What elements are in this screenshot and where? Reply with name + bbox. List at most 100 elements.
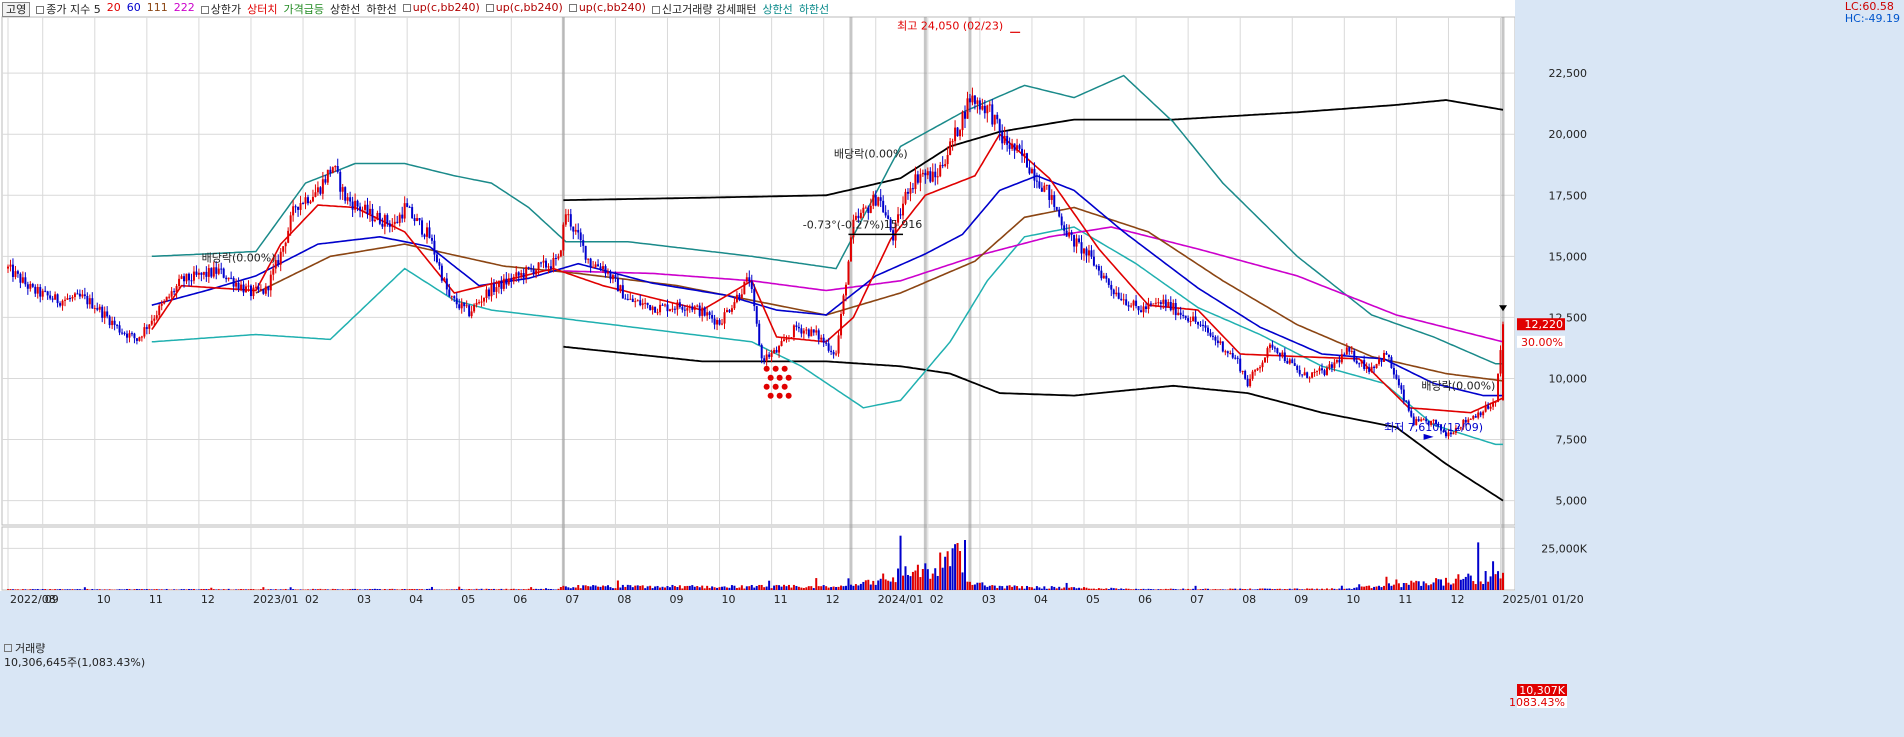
candle-body bbox=[1045, 184, 1048, 186]
legend-item-label: 20 bbox=[106, 1, 121, 14]
candle-body bbox=[1120, 298, 1123, 300]
candle-body bbox=[64, 299, 67, 301]
volume-bar bbox=[341, 589, 344, 590]
volume-bar bbox=[1378, 585, 1381, 590]
volume-bar bbox=[1380, 587, 1383, 590]
volume-bar bbox=[240, 589, 243, 590]
volume-bar bbox=[1484, 571, 1487, 590]
candle-body bbox=[282, 246, 285, 252]
candle-body bbox=[230, 277, 233, 279]
legend-item[interactable]: 222 bbox=[174, 1, 195, 17]
volume-bar bbox=[1132, 589, 1135, 590]
volume-bar bbox=[1489, 576, 1492, 590]
candle-body bbox=[1035, 180, 1038, 182]
volume-bar bbox=[401, 589, 404, 590]
legend-item[interactable]: 종가 지수 5 bbox=[36, 1, 101, 17]
volume-bar bbox=[1358, 584, 1361, 590]
legend-checkbox-icon[interactable] bbox=[568, 4, 577, 12]
legend-checkbox-icon[interactable] bbox=[36, 6, 45, 14]
volume-bar bbox=[284, 588, 287, 590]
volume-bar bbox=[624, 586, 627, 590]
candle-body bbox=[673, 308, 676, 310]
candle-body bbox=[1281, 352, 1284, 357]
volume-bar bbox=[510, 588, 513, 590]
candle-body bbox=[716, 320, 719, 325]
volume-bar bbox=[1254, 589, 1257, 590]
candle-body bbox=[1055, 206, 1058, 210]
candle-body bbox=[651, 306, 654, 311]
legend-item[interactable]: 상한선 bbox=[330, 1, 360, 17]
candle-body bbox=[790, 337, 793, 339]
candle-body bbox=[1410, 410, 1413, 417]
candle-body bbox=[1159, 302, 1162, 304]
candle-body bbox=[487, 289, 490, 297]
candle-body bbox=[626, 298, 629, 300]
ma111-line bbox=[255, 206, 1504, 382]
legend-item[interactable]: up(c,bb240) bbox=[402, 1, 480, 17]
candle-body bbox=[1018, 145, 1021, 149]
legend-item[interactable]: 하한선 bbox=[799, 1, 829, 17]
candle-body bbox=[827, 343, 830, 351]
volume-bar bbox=[911, 571, 914, 590]
volume-bar bbox=[659, 587, 662, 590]
time-tick-label: 2022/08 bbox=[10, 593, 56, 606]
volume-bar bbox=[91, 589, 94, 590]
stock-name[interactable]: 고영 bbox=[2, 1, 31, 17]
candle-body bbox=[847, 261, 850, 285]
candle-body bbox=[145, 327, 148, 329]
volume-bar bbox=[1241, 588, 1244, 590]
candle-body bbox=[1355, 360, 1358, 364]
candle-body bbox=[587, 258, 590, 260]
legend-checkbox-icon[interactable] bbox=[651, 6, 660, 14]
volume-bar bbox=[1216, 589, 1219, 590]
volume-bar bbox=[1174, 589, 1177, 590]
candle-body bbox=[1380, 359, 1383, 362]
volume-bar bbox=[661, 586, 664, 590]
legend-checkbox-icon[interactable] bbox=[200, 6, 209, 14]
volume-bar bbox=[51, 589, 54, 590]
candle-body bbox=[631, 298, 634, 302]
candle-body bbox=[88, 298, 91, 305]
legend-item[interactable]: 신고거래량 강세패턴 bbox=[651, 1, 756, 17]
candle-body bbox=[1189, 321, 1192, 323]
legend-item[interactable]: 상한가 bbox=[200, 1, 241, 17]
volume-bar bbox=[1003, 588, 1006, 590]
legend-item[interactable]: 60 bbox=[127, 1, 141, 17]
volume-bar bbox=[1382, 585, 1385, 590]
candle-body bbox=[1174, 303, 1177, 316]
volume-bar bbox=[745, 586, 748, 590]
legend-item-label: 111 bbox=[146, 1, 168, 14]
chart-annotation: 15,916 bbox=[884, 218, 923, 231]
volume-bar bbox=[29, 589, 32, 590]
pattern-dot bbox=[763, 365, 770, 372]
volume-bar bbox=[371, 589, 374, 590]
legend-item[interactable]: 상한선 bbox=[762, 1, 792, 17]
candle-body bbox=[1397, 378, 1400, 386]
volume-bar bbox=[54, 589, 57, 590]
volume-value: 10,306,645주(1,083.43%) bbox=[4, 656, 146, 669]
volume-bar bbox=[1502, 572, 1504, 590]
volume-bar bbox=[835, 586, 838, 590]
candle-body bbox=[326, 169, 329, 183]
candle-body bbox=[1083, 248, 1086, 254]
legend-item[interactable]: up(c,bb240) bbox=[568, 1, 646, 17]
legend-item[interactable]: 가격급등 bbox=[283, 1, 323, 17]
candle-body bbox=[264, 286, 267, 294]
legend-checkbox-icon[interactable] bbox=[485, 4, 494, 12]
legend-item[interactable]: 하한선 bbox=[366, 1, 396, 17]
legend-item[interactable]: up(c,bb240) bbox=[485, 1, 563, 17]
volume-bar bbox=[118, 589, 121, 590]
volume-bar bbox=[1350, 589, 1353, 590]
legend-checkbox-icon[interactable] bbox=[402, 4, 411, 12]
legend-item[interactable]: 20 bbox=[107, 1, 121, 17]
candle-body bbox=[671, 308, 674, 310]
legend-item[interactable]: 111 bbox=[147, 1, 168, 17]
volume-bar bbox=[956, 543, 959, 590]
candle-body bbox=[1427, 421, 1430, 425]
legend-item-label: 종가 지수 5 bbox=[46, 3, 101, 16]
volume-bar bbox=[1459, 579, 1462, 590]
candle-body bbox=[659, 304, 662, 313]
legend-item[interactable]: 상터치 bbox=[247, 1, 277, 17]
volume-bar bbox=[1187, 588, 1190, 590]
